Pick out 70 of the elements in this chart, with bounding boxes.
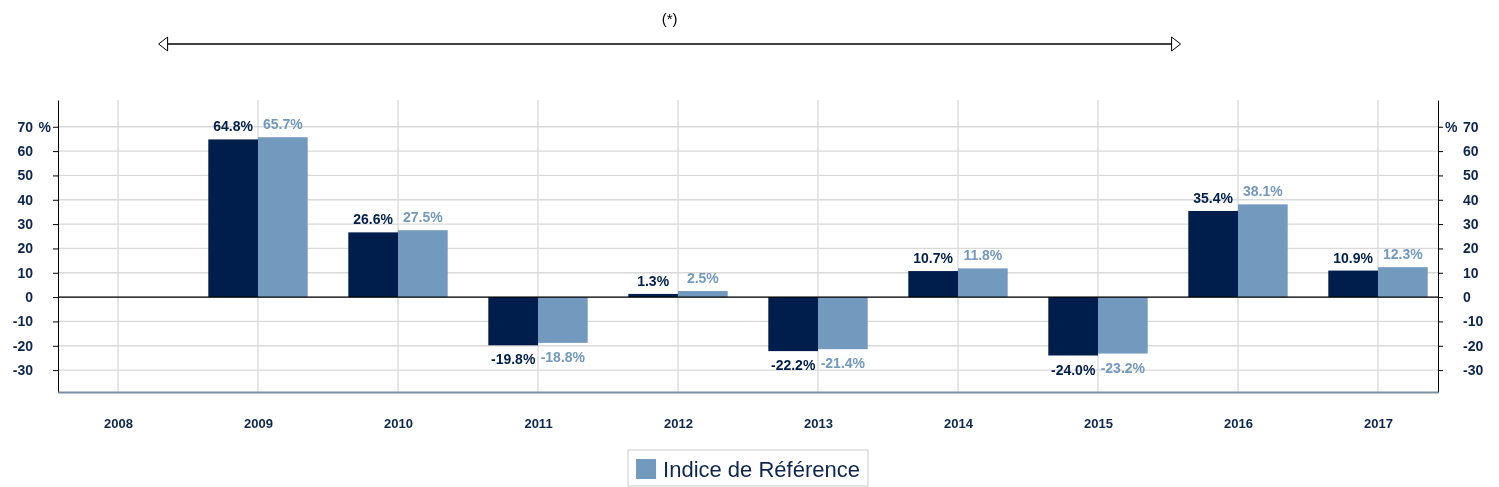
data-label: 1.3%: [637, 272, 670, 289]
y2-tick-label: -20: [1463, 337, 1484, 354]
data-label: 27.5%: [403, 209, 444, 226]
bar: [908, 271, 958, 298]
data-label: 10.9%: [1333, 249, 1374, 266]
bar: [538, 297, 588, 343]
bar: [1098, 297, 1148, 354]
data-label: -19.8%: [490, 351, 536, 368]
x-tick-label: 2015: [1084, 416, 1113, 432]
y-tick-label: -10: [12, 313, 34, 330]
y-tick-label: 60: [17, 143, 34, 160]
x-tick-label: 2014: [944, 416, 974, 432]
x-tick-label: 2012: [664, 416, 693, 432]
data-label: 2.5%: [686, 270, 720, 287]
text: (*): [661, 10, 678, 27]
y2-tick-label: 0: [1463, 289, 1471, 306]
y2-tick-label: 10: [1463, 264, 1479, 281]
y2-tick-label: 70: [1463, 118, 1479, 135]
data-label: 64.8%: [213, 118, 254, 135]
y2-axis-title: %: [1445, 118, 1458, 135]
bar: [1378, 267, 1428, 298]
y2-tick-label: 20: [1463, 240, 1479, 257]
x-tick-label: 2017: [1364, 416, 1393, 432]
y2-tick-label: 60: [1463, 143, 1479, 160]
data-label: 10.7%: [913, 250, 954, 267]
data-label: -24.0%: [1050, 361, 1096, 378]
y2-tick-label: 40: [1463, 191, 1479, 208]
data-label: 65.7%: [263, 116, 304, 133]
y2-tick-label: -10: [1463, 313, 1484, 330]
bar: [208, 139, 258, 298]
x-tick-label: 2013: [804, 416, 833, 432]
bar: [768, 297, 818, 352]
data-label: -22.2%: [770, 357, 816, 374]
y-tick-label: 10: [17, 264, 34, 281]
bar: [818, 297, 868, 350]
bar: [1328, 270, 1378, 298]
data-label: 11.8%: [963, 247, 1003, 264]
data-label: 38.1%: [1243, 183, 1284, 200]
bar: [348, 232, 398, 298]
bar: [958, 268, 1008, 298]
y-axis-title: %: [38, 118, 52, 135]
x-tick-label: 2009: [244, 416, 273, 432]
y-tick-label: 70: [17, 118, 34, 135]
data-label: 12.3%: [1383, 246, 1424, 263]
x-tick-label: 2011: [524, 416, 553, 432]
data-label: 26.6%: [353, 211, 394, 228]
data-label: -23.2%: [1100, 359, 1146, 376]
legend-label: Indice de Référence: [663, 457, 860, 482]
data-label: -18.8%: [540, 348, 586, 365]
x-tick-label: 2016: [1224, 416, 1253, 432]
y2-tick-label: 50: [1463, 167, 1479, 184]
bar: [488, 297, 538, 346]
bar: [1188, 210, 1238, 298]
bar: [1238, 204, 1288, 298]
y-tick-label: -30: [12, 362, 34, 379]
y-tick-label: 0: [25, 289, 34, 306]
y-tick-label: 20: [17, 240, 34, 257]
data-label: 35.4%: [1193, 189, 1234, 206]
data-label: -21.4%: [820, 355, 866, 372]
y-tick-label: -20: [12, 337, 34, 354]
bar: [1048, 297, 1098, 356]
y2-tick-label: -30: [1463, 362, 1484, 379]
bar: [398, 230, 448, 298]
y-tick-label: 30: [17, 216, 34, 233]
y2-tick-label: 30: [1463, 216, 1479, 233]
x-tick-label: 2008: [104, 416, 133, 432]
y-tick-label: 50: [17, 167, 34, 184]
x-tick-label: 2010: [384, 416, 413, 432]
bar: [258, 137, 308, 298]
y-tick-label: 40: [17, 191, 34, 208]
